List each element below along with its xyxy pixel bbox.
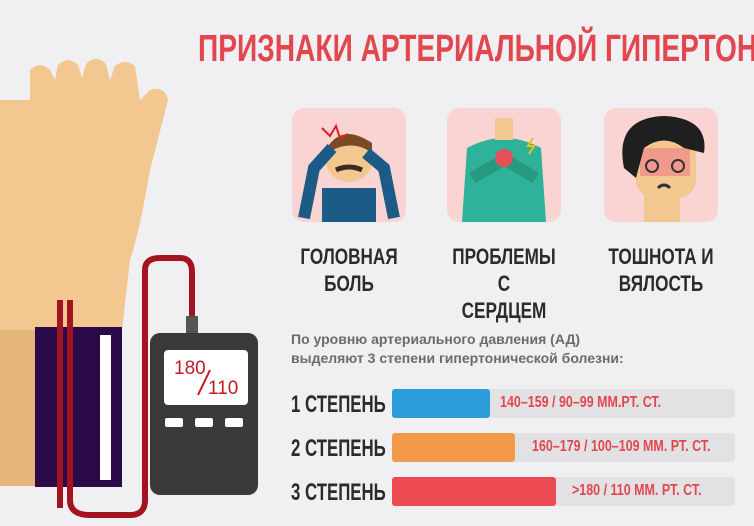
headache-icon (292, 108, 406, 222)
symptom-label-heart: ПРОБЛЕМЫ С СЕРДЦЕМ (452, 244, 556, 323)
degree-bar-1: 140–159 / 90–99 ММ.РТ. СТ. (392, 389, 735, 418)
page-title: ПРИЗНАКИ АРТЕРИАЛЬНОЙ ГИПЕРТОНИИ (198, 28, 754, 70)
degree-label-3: 3 СТЕПЕНЬ (291, 479, 386, 506)
degree-fill (392, 433, 516, 462)
degree-fill (392, 389, 490, 418)
monitor-diastolic: 110 (208, 378, 239, 399)
degree-range: >180 / 110 ММ. РТ. СТ. (572, 482, 702, 499)
degree-range: 140–159 / 90–99 ММ.РТ. СТ. (500, 394, 662, 411)
degree-label-1: 1 СТЕПЕНЬ (291, 391, 386, 418)
degree-label-2: 2 СТЕПЕНЬ (291, 435, 386, 462)
degree-bar-3: >180 / 110 ММ. РТ. СТ. (392, 477, 735, 506)
degree-bar-2: 160–179 / 100–109 ММ. РТ. СТ. (392, 433, 735, 462)
blood-pressure-illustration (0, 59, 258, 518)
hand (0, 59, 168, 330)
degree-fill (392, 477, 556, 506)
symptom-label-headache: ГОЛОВНАЯ БОЛЬ (300, 244, 398, 296)
intro-text: По уровню артериального давления (АД) выд… (291, 331, 624, 366)
symptom-label-nausea: ТОШНОТА И ВЯЛОСТЬ (608, 244, 714, 296)
degree-range: 160–179 / 100–109 ММ. РТ. СТ. (532, 438, 711, 455)
tube (67, 255, 195, 518)
nausea-icon (604, 108, 718, 222)
heart-pain-icon (447, 108, 561, 222)
monitor-systolic: 180 (174, 358, 206, 379)
